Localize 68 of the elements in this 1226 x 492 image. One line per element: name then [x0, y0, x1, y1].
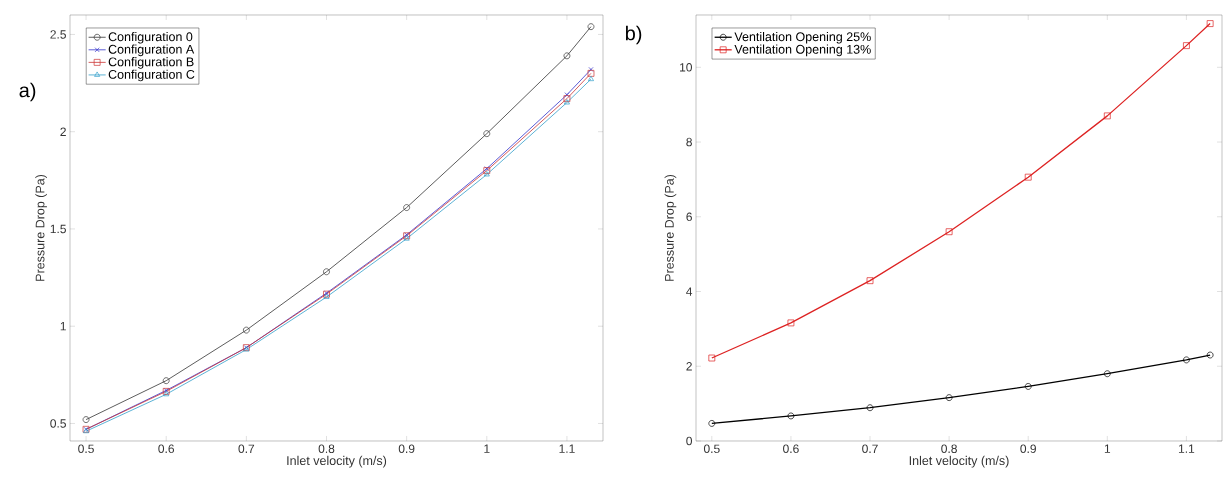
point — [588, 66, 594, 72]
y-tick-label: 2 — [60, 127, 66, 136]
y-axis-title: Pressure Drop (Pa) — [35, 174, 47, 281]
legend-label: Configuration C — [108, 69, 195, 82]
point — [945, 394, 953, 401]
x-tick-label: 0.5 — [703, 444, 720, 454]
point — [563, 95, 571, 102]
y-tick-label: 6 — [686, 212, 692, 222]
y-tick-label: 1 — [60, 322, 66, 331]
point — [483, 130, 491, 137]
x-tick-label: 0.8 — [318, 444, 335, 454]
point — [242, 326, 250, 334]
point — [162, 377, 170, 385]
point — [483, 171, 490, 177]
x-tick-label: 0.6 — [158, 444, 175, 454]
x-axis-title: Inlet velocity (m/s) — [287, 455, 387, 468]
legend-label: Configuration A — [108, 44, 195, 57]
y-tick-label: 8 — [686, 137, 692, 147]
x-tick-label: 1.1 — [559, 444, 575, 453]
point — [1103, 370, 1111, 378]
point — [587, 23, 595, 31]
point — [1206, 20, 1214, 27]
y-tick-label: 0.5 — [50, 419, 66, 428]
x-tick-label: 0.7 — [862, 444, 878, 454]
point — [1183, 42, 1190, 49]
x-tick-label: 1 — [1104, 444, 1111, 453]
x-tick-label: 0.9 — [398, 444, 415, 454]
text: b) — [625, 25, 642, 45]
x-tick-label: 0.7 — [238, 444, 255, 454]
x-tick-label: 1.1 — [1178, 444, 1195, 453]
point — [708, 354, 716, 362]
point — [787, 412, 795, 420]
legend-label: Configuration 0 — [108, 31, 193, 44]
x-tick-label: 0.5 — [78, 444, 94, 454]
y-tick-label: 1.5 — [50, 224, 66, 234]
y-tick-label: 10 — [680, 63, 693, 72]
point — [1024, 173, 1032, 181]
legend-label: Ventilation Opening 25% — [734, 31, 871, 44]
text: a) — [19, 82, 36, 102]
point — [82, 416, 90, 423]
point — [588, 75, 594, 82]
y-tick-label: 0 — [686, 436, 693, 446]
point — [787, 319, 795, 327]
point — [1103, 112, 1111, 120]
y-tick-label: 2 — [686, 362, 692, 371]
point — [323, 268, 330, 276]
point — [1024, 383, 1032, 390]
point — [1206, 351, 1214, 359]
x-tick-label: 0.6 — [783, 444, 799, 454]
x-tick-label: 1 — [484, 444, 490, 453]
point — [563, 52, 571, 60]
point — [563, 99, 570, 105]
x-axis-title: Inlet velocity (m/s) — [909, 455, 1009, 468]
point — [866, 404, 874, 412]
point — [866, 277, 874, 285]
point — [1183, 356, 1190, 364]
point — [403, 204, 410, 211]
legend-label: Ventilation Opening 13% — [734, 44, 871, 57]
y-axis-title: Pressure Drop (Pa) — [664, 174, 677, 281]
legend-label: Configuration B — [108, 57, 194, 69]
point — [564, 92, 570, 98]
y-tick-label: 4 — [686, 287, 693, 296]
point — [587, 70, 595, 77]
x-tick-label: 0.9 — [1020, 444, 1036, 454]
point — [945, 228, 953, 236]
y-tick-label: 2.5 — [50, 30, 66, 39]
x-tick-label: 0.8 — [941, 444, 957, 454]
point — [708, 420, 716, 427]
